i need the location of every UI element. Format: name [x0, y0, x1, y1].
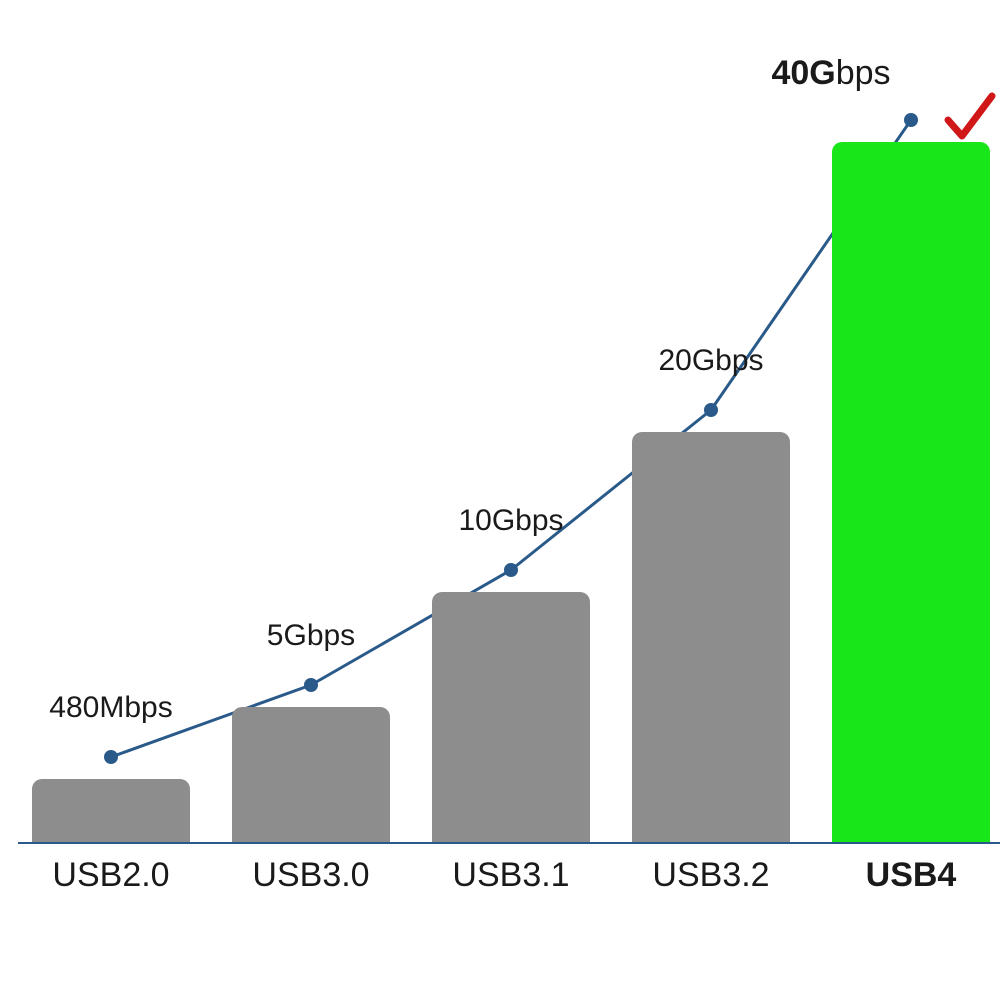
category-label: USB2.0 — [12, 856, 210, 895]
category-label: USB3.2 — [612, 856, 810, 895]
bar-usb3-2 — [632, 432, 790, 842]
value-label: 10Gbps — [412, 504, 610, 538]
line-marker — [104, 750, 118, 764]
category-label: USB3.1 — [412, 856, 610, 895]
line-marker — [904, 113, 918, 127]
value-label: 480Mbps — [12, 691, 210, 725]
category-label: USB3.0 — [212, 856, 410, 895]
bar-usb4 — [832, 142, 990, 842]
bar-usb3-0 — [232, 707, 390, 842]
value-label: 40Gbps — [752, 54, 910, 93]
check-icon — [948, 96, 992, 136]
line-marker — [304, 678, 318, 692]
category-label: USB4 — [812, 856, 1000, 895]
usb-speed-chart: USB2.0 480Mbps USB3.0 5Gbps USB3.1 10Gbps USB3… — [0, 0, 1000, 1000]
x-axis — [18, 842, 1000, 844]
line-marker — [704, 403, 718, 417]
bar-usb3-1 — [432, 592, 590, 842]
bar-usb2-0 — [32, 779, 190, 842]
line-marker — [504, 563, 518, 577]
value-label: 5Gbps — [212, 619, 410, 653]
value-label: 20Gbps — [612, 344, 810, 378]
